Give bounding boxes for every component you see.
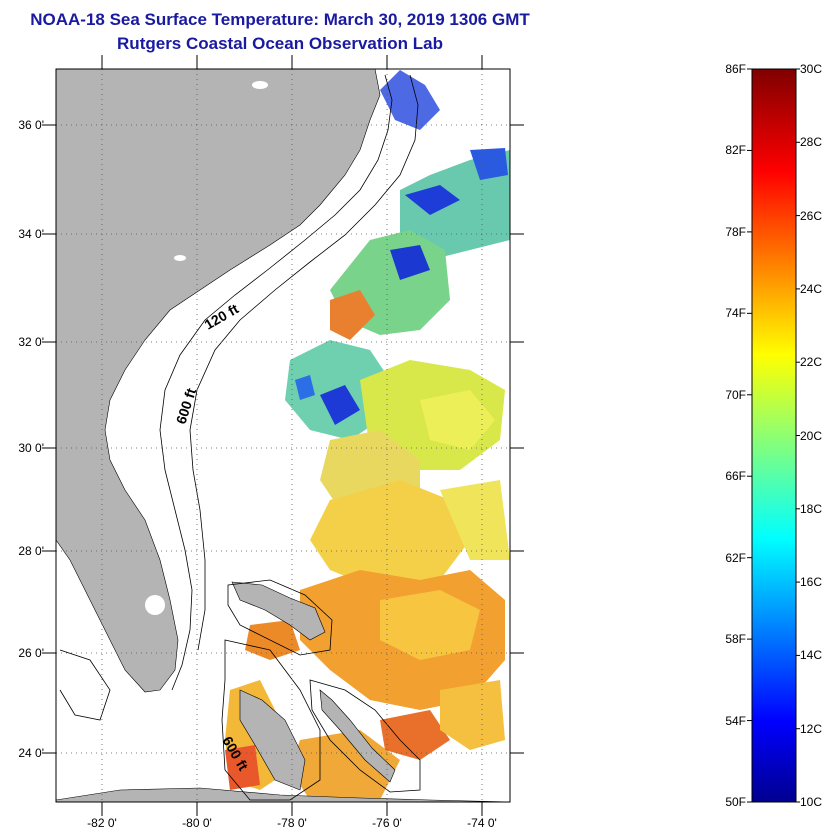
colorbar-label-celsius: 28C (800, 135, 823, 150)
colorbar-label-celsius: 20C (800, 428, 823, 443)
colorbar-label-fahrenheit: 62F (725, 550, 746, 565)
colorbar-label-celsius: 16C (800, 575, 823, 590)
colorbar-label-celsius: 12C (800, 721, 823, 736)
lat-label-36: 36 0' (18, 118, 44, 132)
colorbar-label-fahrenheit: 78F (725, 224, 746, 239)
colorbar-label-fahrenheit: 86F (725, 62, 746, 76)
land-layer (56, 69, 510, 802)
sst-data-layer (225, 70, 510, 800)
colorbar-label-celsius: 14C (800, 648, 823, 663)
lat-label-24: 24 0' (18, 746, 44, 760)
colorbar (751, 68, 797, 803)
lakes (145, 81, 268, 615)
colorbar-label-fahrenheit: 54F (725, 713, 746, 728)
colorbar-label-celsius: 24C (800, 281, 823, 296)
lon-label-80: -80 0' (182, 816, 212, 830)
lon-label-82: -82 0' (87, 816, 117, 830)
colorbar-label-fahrenheit: 50F (725, 795, 746, 809)
grid-lines (56, 69, 510, 802)
colorbar-label-celsius: 10C (800, 795, 823, 809)
map-subtitle: Rutgers Coastal Ocean Observation Lab (117, 34, 443, 53)
lat-label-32: 32 0' (18, 335, 44, 349)
colorbar-label-fahrenheit: 74F (725, 306, 746, 321)
colorbar-ticks (747, 68, 800, 803)
axis-ticks (42, 55, 524, 816)
colorbar-label-fahrenheit: 70F (725, 387, 746, 402)
map-title: NOAA-18 Sea Surface Temperature: March 3… (30, 10, 530, 29)
isobath-lines (59, 74, 421, 801)
colorbar-label-fahrenheit: 58F (725, 632, 746, 647)
colorbar-label-celsius: 18C (800, 501, 823, 516)
lat-label-28: 28 0' (18, 544, 44, 558)
map-frame (55, 68, 511, 803)
colorbar-label-fahrenheit: 82F (725, 143, 746, 158)
colorbar-label-celsius: 26C (800, 208, 823, 223)
lon-label-76: -76 0' (372, 816, 402, 830)
colorbar-label-fahrenheit: 66F (725, 469, 746, 484)
colorbar-label-celsius: 22C (800, 355, 823, 370)
lat-label-30: 30 0' (18, 441, 44, 455)
lon-label-78: -78 0' (277, 816, 307, 830)
lat-label-26: 26 0' (18, 646, 44, 660)
lon-label-74: -74 0' (467, 816, 497, 830)
lat-label-34: 34 0' (18, 227, 44, 241)
colorbar-label-celsius: 30C (800, 62, 823, 76)
